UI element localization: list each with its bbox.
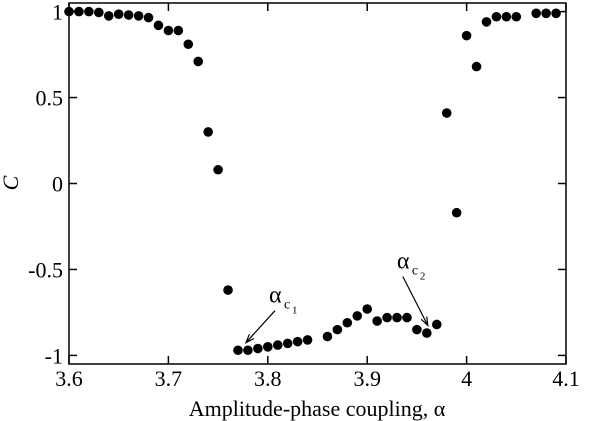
data-point [501,11,512,22]
data-point [531,8,541,19]
data-point [163,25,174,36]
x-tick-label: 3.6 [55,366,83,391]
annotation-arrow-line [245,310,276,344]
data-point [173,25,184,36]
data-point [402,312,412,323]
data-point [372,316,382,326]
y-tick-label: 0 [52,172,63,197]
y-tick-label: -1 [45,343,63,368]
data-point [263,342,273,352]
data-point [441,108,452,118]
data-point [213,164,223,175]
y-tick-label: 0.5 [36,86,64,111]
data-point [123,10,134,20]
data-point [302,335,313,345]
annotation-subscript: c [412,263,418,278]
data-point [471,61,482,72]
annotations: α c 1α c 2 [244,248,429,344]
data-point [74,6,84,17]
data-point [233,345,243,356]
y-tick-label: -0.5 [28,257,63,282]
annotation-arrow-head [420,316,429,328]
data-point [412,324,422,335]
data-point [511,11,522,22]
annotation-subsubscript: 1 [292,305,298,317]
data-point [153,20,164,31]
x-axis-ticks: 3.6 3.7 3.8 3.9 4 4.1 [55,3,580,391]
data-point [183,39,194,50]
data-points [64,6,561,356]
data-point [282,338,293,349]
data-point [133,11,144,21]
annotation-subscript: c [284,298,290,313]
y-axis-ticks: -1 -0.5 0 0.5 1 [28,0,566,368]
data-point [203,127,213,137]
data-point [64,6,74,17]
annotation-symbol: α [269,283,282,309]
data-point [223,285,233,295]
data-point [322,331,333,342]
data-point [431,319,442,330]
data-point [362,304,373,314]
data-point [113,9,124,19]
data-point [292,336,303,347]
data-point [451,207,462,218]
data-point [253,343,263,354]
data-point [461,30,472,41]
data-point [332,324,343,335]
annotation-arrow-head [244,334,255,344]
x-tick-label: 3.7 [155,366,183,391]
plot-frame [68,2,567,365]
data-point [103,11,114,21]
data-point [392,312,402,323]
y-tick-label: 1 [52,0,63,25]
data-point [342,317,353,328]
data-point [382,312,392,323]
x-tick-label: 4.1 [552,366,580,391]
annotation-subsubscript: 2 [420,270,426,282]
data-point [94,7,104,18]
data-point [491,11,502,22]
x-tick-label: 4 [461,366,472,391]
annotation-arrow-line [402,276,429,326]
data-point [541,8,551,19]
x-axis-label: Amplitude-phase coupling, α [189,396,446,421]
data-point [243,345,253,356]
data-point [143,12,154,23]
annotation-symbol: α [397,248,410,274]
data-point [272,340,283,350]
x-tick-label: 3.8 [254,366,282,391]
data-point [422,328,432,338]
data-point [193,56,204,67]
data-point [352,311,363,321]
x-tick-label: 3.9 [353,366,381,391]
data-point [551,8,561,19]
data-point [84,6,94,17]
data-point [481,17,492,27]
y-axis-label: C [0,175,23,190]
